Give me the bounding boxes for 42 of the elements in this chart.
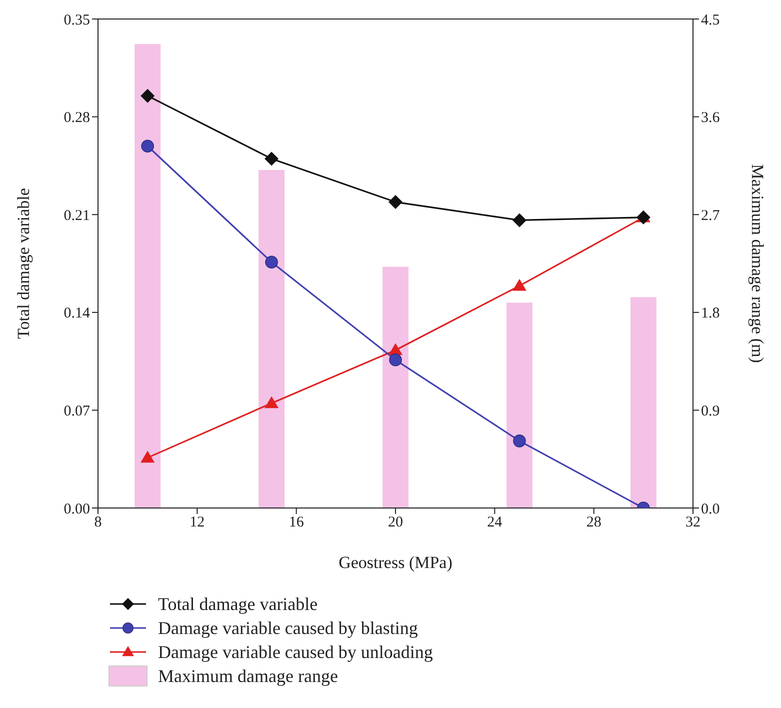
y2-tick-label: 0.0	[701, 501, 720, 518]
point	[389, 354, 402, 366]
y2-tick-label: 0.9	[701, 404, 720, 420]
x-axis-title: Geostress (MPa)	[338, 553, 452, 572]
bar	[258, 170, 285, 508]
y-tick-label: 0.35	[64, 12, 90, 28]
point	[140, 450, 155, 463]
y-tick-label: 0.14	[64, 306, 90, 322]
y-axis-title: Total damage variable	[14, 188, 34, 339]
y2-tick-label: 2.7	[701, 208, 720, 224]
y2-axis-title: Maximum damage range (m)	[748, 164, 767, 363]
point	[265, 256, 278, 269]
legend-label: Maximum damage range	[158, 666, 338, 686]
legend-label: Damage variable caused by unloading	[158, 642, 433, 662]
point	[512, 213, 526, 228]
point	[512, 278, 526, 291]
point	[513, 434, 526, 448]
bar	[506, 302, 532, 508]
y2-tick-label: 1.8	[701, 306, 720, 322]
x-tick-label: 20	[388, 514, 403, 531]
x-tick-label: 8	[94, 514, 102, 531]
bar	[630, 297, 656, 508]
legend-label: Total damage variable	[158, 594, 318, 614]
point	[264, 396, 279, 408]
y-tick-label: 0.28	[64, 110, 90, 126]
point	[264, 152, 279, 166]
y-tick-label: 0.00	[64, 501, 90, 518]
x-tick-label: 28	[586, 514, 602, 531]
point	[140, 88, 155, 103]
legend-label: Damage variable caused by blasting	[158, 618, 418, 638]
x-tick-label: 32	[686, 514, 700, 531]
x-tick-label: 16	[288, 514, 304, 531]
bar	[382, 266, 409, 508]
y2-tick-label: 3.6	[701, 110, 720, 126]
point	[141, 140, 154, 153]
y-tick-label: 0.21	[64, 208, 90, 224]
y-tick-label: 0.07	[64, 404, 90, 420]
bar	[134, 44, 161, 508]
y2-tick-label: 4.5	[701, 12, 720, 28]
x-tick-label: 24	[487, 514, 503, 531]
point	[388, 195, 402, 210]
x-tick-label: 12	[190, 514, 205, 531]
